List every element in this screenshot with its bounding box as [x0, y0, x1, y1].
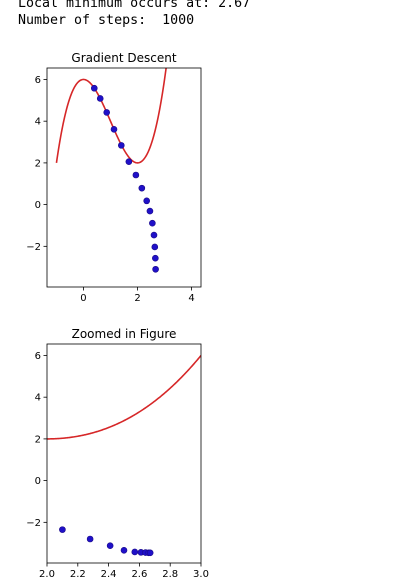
plot-area	[47, 354, 201, 557]
y-tick-label: 4	[35, 393, 41, 404]
descent-point-2	[106, 542, 114, 549]
descent-point-4	[118, 142, 125, 149]
y-tick-label: 6	[35, 75, 41, 86]
descent-point-11	[150, 231, 158, 239]
y-tick-label: 2	[35, 434, 41, 445]
function-curve	[47, 354, 201, 440]
x-tick-label: 2	[134, 293, 140, 304]
descent-point-14	[152, 265, 159, 273]
y-tick-label: 6	[35, 351, 41, 362]
x-tick-label: 4	[188, 293, 194, 304]
x-tick-label: 3.0	[193, 569, 209, 580]
x-tick-label: 2.2	[70, 569, 86, 580]
y-tick-label: 2	[35, 158, 41, 169]
descent-point-13	[152, 254, 159, 262]
chart-title: Zoomed in Figure	[72, 327, 177, 341]
descent-point-1	[86, 535, 94, 543]
x-tick-label: 2.8	[162, 569, 178, 580]
plot-area	[55, 68, 167, 273]
descent-point-2	[103, 109, 111, 116]
descent-point-8	[143, 197, 150, 205]
output-minimum-line: Local minimum occurs at: 2.67	[18, 0, 251, 11]
y-tick-label: −2	[26, 242, 41, 253]
zoomed-in-chart: Zoomed in Figure 2.0 2.2 2.4 2.6 2.8 3.0 −2 0 2 4 6	[26, 327, 209, 580]
descent-point-7	[138, 184, 146, 192]
descent-point-3	[110, 126, 118, 133]
descent-point-1	[96, 95, 104, 102]
descent-point-10	[149, 219, 156, 227]
x-tick-label: 2.4	[101, 569, 117, 580]
descent-point-4	[131, 548, 139, 556]
gradient-descent-chart: Gradient Descent 0 2 4 −2 0 2 4 6	[26, 51, 202, 304]
descent-point-6	[132, 171, 140, 179]
plot-frame	[46, 67, 202, 288]
function-curve	[55, 68, 167, 164]
descent-point-0	[59, 526, 66, 533]
y-tick-label: 0	[35, 476, 41, 487]
x-tick-label: 2.6	[131, 569, 147, 580]
descent-point-9	[146, 207, 154, 215]
x-tick-label: 0	[80, 293, 86, 304]
output-steps-line: Number of steps: 1000	[18, 13, 195, 28]
descent-point-0	[90, 84, 98, 92]
plot-frame	[46, 343, 202, 564]
y-tick-label: 4	[35, 117, 41, 128]
x-tick-label: 2.0	[39, 569, 55, 580]
descent-point-12	[151, 243, 159, 251]
descent-point-5	[125, 158, 133, 165]
y-tick-label: 0	[35, 200, 41, 211]
y-tick-label: −2	[26, 518, 41, 529]
chart-title: Gradient Descent	[71, 51, 177, 65]
descent-point-3	[120, 546, 128, 554]
descent-point-8	[146, 549, 154, 557]
